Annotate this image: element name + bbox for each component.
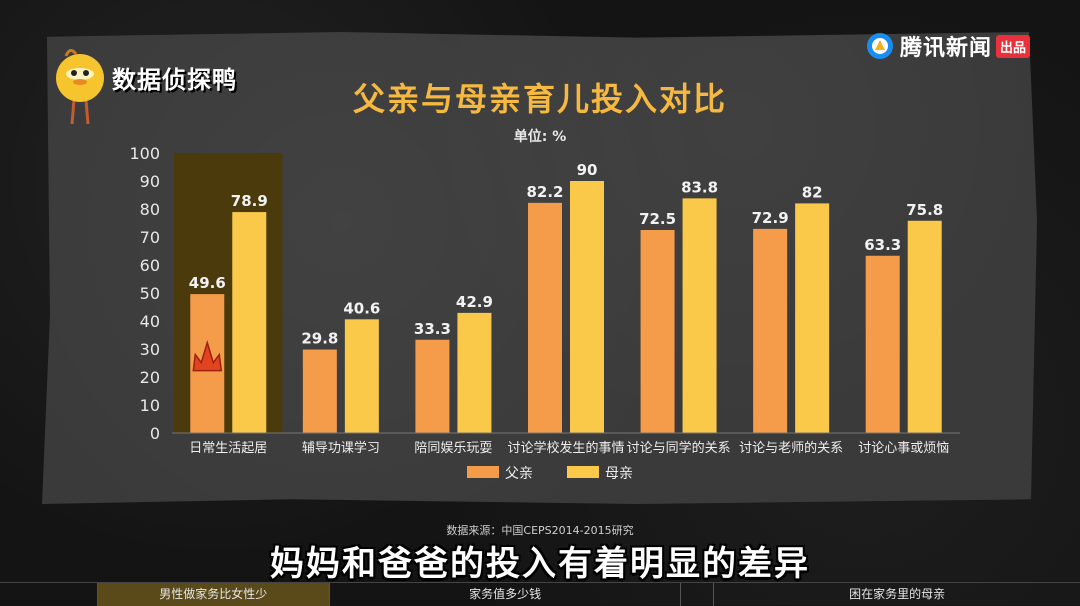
y-tick-label: 70 (140, 228, 160, 247)
data-label: 33.3 (414, 320, 451, 338)
chapter-item-3[interactable] (681, 583, 715, 606)
y-tick-label: 90 (140, 172, 160, 191)
data-label: 72.5 (639, 210, 676, 228)
mother-bar (907, 220, 942, 433)
y-tick-label: 60 (140, 256, 160, 275)
data-label: 78.9 (231, 192, 268, 210)
category-label: 讨论与老师的关系 (739, 440, 843, 456)
category-label: 讨论与同学的关系 (627, 440, 731, 456)
chapter-spacer-left (0, 583, 98, 606)
father-bar (865, 255, 900, 433)
category-label: 讨论学校发生的事情 (507, 440, 624, 456)
mother-bar (344, 319, 379, 433)
chapter-nav: 男性做家务比女性少 家务值多少钱 困在家务里的母亲 (0, 582, 1080, 606)
father-bar (528, 202, 562, 433)
video-subtitle: 妈妈和爸爸的投入有着明显的差异 (270, 544, 810, 584)
tencent-news-icon (867, 33, 893, 59)
data-label: 83.8 (681, 178, 718, 196)
father-bar (753, 228, 788, 433)
data-label: 72.9 (752, 209, 789, 227)
data-label: 40.6 (343, 299, 380, 317)
category-label: 日常生活起居 (189, 441, 267, 456)
chapter-item-1[interactable]: 男性做家务比女性少 (97, 583, 330, 606)
y-tick-label: 100 (129, 144, 160, 163)
chapter-item-4[interactable]: 困在家务里的母亲 (849, 587, 946, 601)
father-bar (415, 339, 450, 433)
y-tick-label: 10 (140, 396, 160, 415)
tencent-news-name: 腾讯新闻 (900, 36, 993, 61)
y-tick-label: 30 (140, 340, 160, 359)
mother-bar (795, 203, 830, 433)
data-source: 数据来源：中国CEPS2014-2015研究 (446, 524, 634, 537)
data-label: 42.9 (456, 293, 493, 311)
data-label: 82.2 (526, 183, 563, 201)
father-bar (302, 349, 337, 433)
y-tick-label: 0 (150, 424, 160, 443)
y-tick-label: 40 (140, 312, 160, 331)
data-label: 49.6 (189, 274, 226, 292)
mother-bar (570, 181, 604, 433)
legend-label-mother: 母亲 (605, 466, 633, 482)
tencent-news-badge: 出品 (996, 34, 1031, 58)
mother-bar (682, 198, 717, 433)
y-tick-label: 80 (140, 200, 160, 219)
category-label: 陪同娱乐玩耍 (414, 441, 492, 456)
data-label: 63.3 (864, 236, 901, 254)
chapter-item-2[interactable]: 家务值多少钱 (330, 583, 682, 606)
data-label: 90 (577, 161, 598, 179)
mother-bar (232, 212, 267, 433)
data-label: 82 (802, 183, 823, 201)
mother-bar (457, 312, 492, 433)
bar-chart: 0 10 20 30 40 50 60 70 80 90 100 49.6 78.9 日常生活起居 29.8… (129, 144, 960, 482)
y-tick-label: 50 (140, 284, 160, 303)
tencent-news-logo: 腾讯新闻 出品 (866, 30, 1031, 62)
unit-label: 单位: % (513, 129, 567, 145)
legend-swatch-mother (567, 466, 599, 478)
y-tick-label: 20 (140, 368, 160, 387)
flame-icon (192, 339, 223, 372)
category-label: 辅导功课学习 (302, 440, 380, 456)
chart-title: 父亲与母亲育儿投入对比 (352, 80, 727, 118)
father-bar (640, 230, 675, 433)
brand-name: 数据侦探鸭 (112, 66, 237, 94)
legend-swatch-father (467, 466, 499, 478)
data-label: 75.8 (906, 201, 943, 219)
data-label: 29.8 (301, 330, 338, 348)
legend-label-father: 父亲 (505, 466, 533, 482)
duck-mascot-icon (56, 49, 104, 125)
category-label: 讨论心事或烦恼 (858, 441, 949, 456)
